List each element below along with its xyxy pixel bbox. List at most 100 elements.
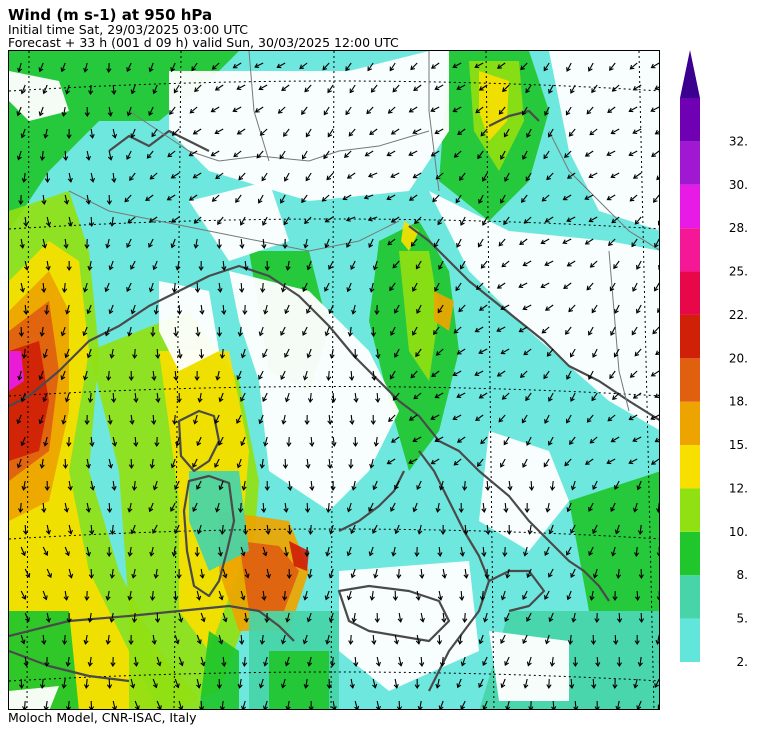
wind-vector-shaft — [636, 590, 639, 601]
wind-vector-head — [198, 354, 205, 360]
wind-vector — [88, 700, 95, 709]
wind-vector-shaft — [368, 216, 378, 221]
wind-vector-head — [459, 551, 465, 557]
wind-vector — [218, 436, 224, 446]
wind-vector-head — [61, 288, 68, 293]
wind-vector — [214, 128, 224, 135]
wind-vector-head — [462, 618, 468, 624]
wind-vector — [62, 634, 68, 645]
wind-vector-head — [63, 244, 69, 249]
longitude-gridline — [485, 51, 495, 709]
wind-vector — [436, 634, 443, 646]
wind-vector-head — [562, 195, 568, 201]
wind-vector — [477, 238, 484, 248]
wind-vector-head — [62, 640, 68, 645]
wind-vector-head — [151, 420, 157, 425]
wind-vector-shaft — [350, 260, 356, 270]
wind-vector-shaft — [609, 370, 616, 379]
wind-vector — [391, 546, 397, 557]
wind-vector-head — [263, 441, 269, 447]
wind-vector — [155, 392, 161, 403]
wind-vector-head — [634, 219, 640, 225]
wind-vector-head — [152, 528, 157, 534]
wind-vector — [89, 172, 96, 183]
wind-vector — [260, 282, 266, 293]
wind-vector-head — [304, 552, 310, 558]
wind-vector-shaft — [591, 392, 598, 401]
wind-vector — [540, 238, 550, 245]
wind-vector-head — [396, 706, 403, 709]
wind-vector-shaft — [548, 84, 554, 94]
legend-cell — [680, 445, 700, 489]
wind-vector-head — [636, 705, 642, 709]
wind-vector-shaft — [436, 502, 440, 512]
wind-vector-head — [482, 705, 488, 709]
wind-vector — [503, 216, 510, 226]
wind-vector-shaft — [262, 502, 265, 513]
wind-vector-shaft — [376, 700, 380, 709]
wind-vector-shaft — [544, 590, 550, 600]
wind-vector-head — [63, 156, 69, 161]
wind-vector — [415, 348, 422, 358]
wind-vector — [463, 524, 469, 535]
wind-vector — [178, 700, 184, 709]
wind-vector — [526, 436, 532, 446]
wind-vector-shaft — [612, 392, 620, 400]
wind-vector — [64, 348, 70, 359]
wind-vector — [650, 458, 659, 465]
wind-vector-shaft — [129, 172, 136, 181]
wind-vector — [64, 546, 70, 557]
wind-vector-head — [280, 375, 286, 381]
wind-vector-shaft — [438, 546, 441, 557]
wind-vector-head — [193, 243, 199, 249]
wind-vector-shaft — [435, 172, 444, 180]
wind-vector — [549, 480, 556, 491]
wind-vector-shaft — [475, 106, 484, 114]
wind-vector — [634, 634, 640, 646]
wind-vector — [410, 238, 418, 247]
wind-vector — [654, 437, 659, 443]
wind-vector-head — [521, 418, 527, 424]
wind-vector — [396, 568, 402, 580]
wind-vector-shaft — [522, 634, 528, 644]
wind-vector — [505, 700, 511, 709]
wind-vector — [607, 238, 616, 246]
wind-vector-head — [416, 308, 421, 314]
wind-vector-shaft — [86, 194, 90, 204]
wind-vector-shaft — [46, 216, 50, 226]
wind-vector — [632, 128, 642, 135]
wind-vector-shaft — [543, 370, 550, 379]
wind-vector — [126, 282, 132, 292]
wind-vector — [498, 414, 506, 423]
wind-vector-shaft — [126, 62, 132, 72]
wind-vector-shaft — [541, 238, 550, 244]
wind-vector-shaft — [64, 590, 68, 600]
wind-vector-shaft — [408, 458, 418, 464]
wind-vector-shaft — [611, 128, 620, 134]
wind-vector-shaft — [174, 480, 180, 490]
wind-vector-shaft — [479, 634, 484, 644]
wind-vector-shaft — [566, 370, 572, 380]
wind-vector — [372, 524, 378, 534]
wind-vector — [65, 304, 71, 315]
wind-vector-shaft — [431, 62, 440, 69]
wind-vector-head — [44, 662, 50, 668]
wind-vector-head — [323, 110, 329, 116]
wind-vector-head — [419, 662, 425, 667]
wind-vector — [241, 700, 247, 709]
wind-vector-head — [501, 395, 507, 400]
wind-vector — [632, 436, 642, 443]
wind-vector-shaft — [483, 700, 488, 709]
wind-vector-shaft — [352, 480, 356, 490]
wind-vector-head — [301, 154, 307, 160]
wind-vector-shaft — [21, 84, 26, 94]
wind-vector — [415, 634, 421, 645]
wind-vector-head — [109, 353, 115, 359]
wind-vector-shaft — [173, 84, 180, 93]
wind-vector — [459, 172, 466, 181]
wind-vector-head — [611, 87, 617, 92]
wind-vector-head — [88, 574, 95, 580]
wind-vector — [41, 194, 47, 205]
wind-vector-shaft — [332, 700, 336, 709]
wind-vector-shaft — [633, 84, 642, 91]
